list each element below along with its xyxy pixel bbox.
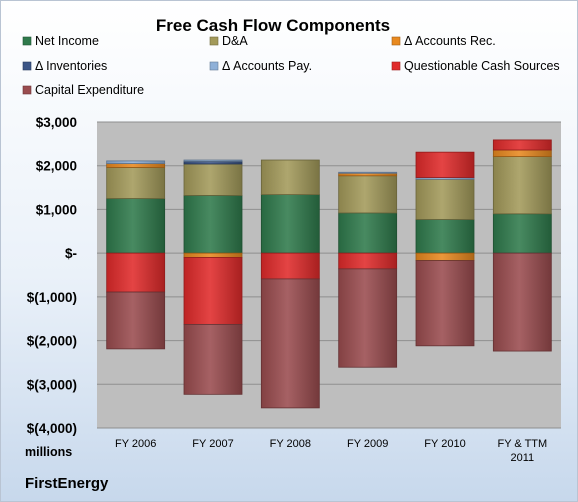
bar-segment <box>415 219 475 254</box>
legend-swatch <box>22 85 32 95</box>
x-tick-line: FY 2009 <box>347 438 388 450</box>
bar-segment <box>338 212 398 254</box>
bar-segment <box>183 323 243 395</box>
x-tick-label: FY & TTM 2011 <box>497 438 547 464</box>
y-tick-label: $3,000 <box>36 115 77 130</box>
x-tick-line: FY 2008 <box>270 438 311 450</box>
x-tick-label: FY 2010 <box>424 438 465 450</box>
bar-segment <box>106 163 166 168</box>
x-tick-line: FY & TTM <box>497 438 547 450</box>
legend-label: D&A <box>222 34 248 48</box>
x-tick-line: FY 2010 <box>424 438 465 450</box>
legend-swatch <box>209 61 219 71</box>
bar-segment <box>183 257 243 325</box>
bar-segment <box>183 195 243 254</box>
bar-segment <box>260 159 320 195</box>
x-tick-label: FY 2007 <box>192 438 233 450</box>
bar-segment <box>415 252 475 261</box>
bar-segment <box>338 252 398 270</box>
legend-swatch <box>22 61 32 71</box>
y-tick-label: $(2,000) <box>27 334 77 349</box>
x-tick-label: FY 2006 <box>115 438 156 450</box>
bar-segment <box>492 139 552 151</box>
bar-segment <box>106 160 166 164</box>
bar-segment <box>338 175 398 214</box>
legend-swatch <box>209 36 219 46</box>
bar-segment <box>106 252 166 293</box>
company-name: FirstEnergy <box>25 475 109 492</box>
legend-label: Net Income <box>35 34 99 48</box>
bar-segment <box>183 159 243 162</box>
bar-segment <box>492 213 552 254</box>
unit-label: millions <box>25 445 72 459</box>
bar-segment <box>106 198 166 254</box>
legend-swatch <box>391 61 401 71</box>
legend-label: Δ Accounts Pay. <box>222 59 312 73</box>
plot-area <box>97 122 561 428</box>
chart-title: Free Cash Flow Components <box>156 16 390 35</box>
bar-segment <box>338 171 398 174</box>
legend-label: Capital Expenditure <box>35 83 144 97</box>
x-tick-label: FY 2008 <box>270 438 311 450</box>
bar-segment <box>183 252 243 258</box>
bar-segment <box>106 167 166 199</box>
x-tick-line: 2011 <box>511 452 535 464</box>
y-tick-label: $- <box>65 246 77 261</box>
bar-segment <box>492 149 552 157</box>
bar-segment <box>338 268 398 368</box>
bar-segment <box>492 156 552 215</box>
legend-label: Δ Accounts Rec. <box>404 34 496 48</box>
y-tick-label: $2,000 <box>36 159 77 174</box>
legend-swatch <box>22 36 32 46</box>
x-tick-line: FY 2006 <box>115 438 156 450</box>
y-tick-label: $(1,000) <box>27 290 77 305</box>
y-tick-label: $1,000 <box>36 202 77 217</box>
bar-segment <box>183 163 243 196</box>
legend-swatch <box>391 36 401 46</box>
bar-segment <box>492 252 552 352</box>
y-tick-label: $(4,000) <box>27 421 77 436</box>
x-tick-label: FY 2009 <box>347 438 388 450</box>
bar-segment <box>260 252 320 280</box>
bar-segment <box>415 151 475 178</box>
bar-segment <box>415 178 475 220</box>
legend-label: Questionable Cash Sources <box>404 59 560 73</box>
legend-label: Δ Inventories <box>35 59 107 73</box>
bar-segment <box>260 278 320 409</box>
y-tick-label: $(3,000) <box>27 377 77 392</box>
bar-segment <box>106 291 166 350</box>
x-tick-line: FY 2007 <box>192 438 233 450</box>
plot-wall <box>97 122 561 428</box>
bar-segment <box>415 260 475 347</box>
bar-segment <box>260 194 320 254</box>
